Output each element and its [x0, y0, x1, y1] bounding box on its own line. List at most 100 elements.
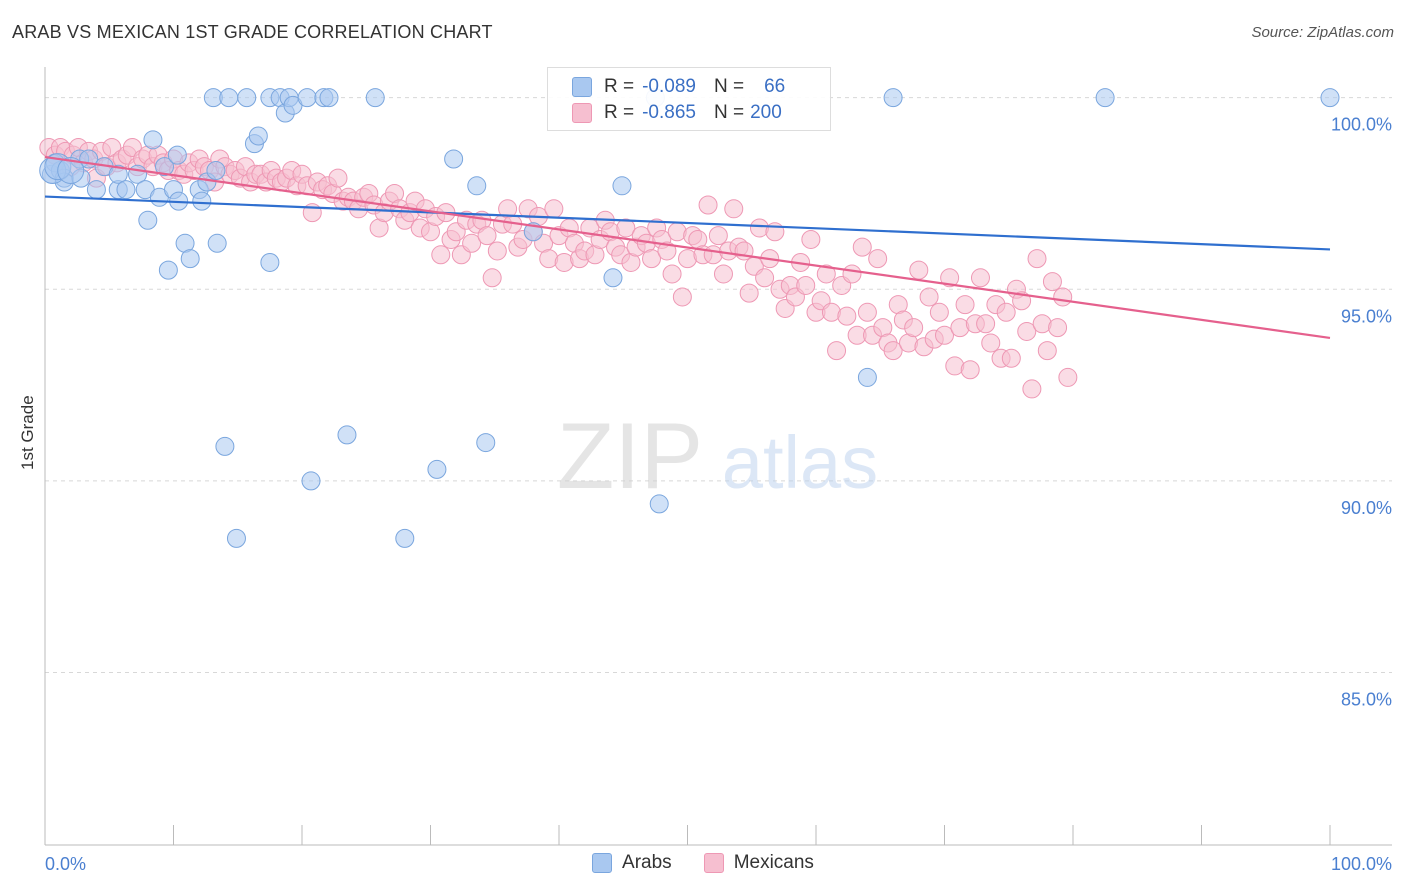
point-arabs: [319, 88, 339, 108]
point-mexicans: [1042, 272, 1062, 292]
trend-line-arabs: [44, 195, 1331, 251]
point-mexicans: [1027, 249, 1047, 269]
point-arabs: [143, 130, 163, 150]
point-arabs: [301, 471, 321, 491]
point-mexicans: [487, 241, 507, 261]
point-arabs: [86, 180, 106, 200]
point-arabs: [180, 249, 200, 269]
point-mexicans: [1053, 287, 1073, 307]
trend-line-mexicans: [44, 155, 1331, 340]
point-arabs: [297, 88, 317, 108]
point-mexicans: [462, 233, 482, 253]
point-mexicans: [1022, 379, 1042, 399]
point-mexicans: [616, 218, 636, 238]
point-mexicans: [662, 264, 682, 284]
legend-n-value: 200: [750, 102, 782, 123]
point-mexicans: [837, 306, 857, 326]
x-tick-label: 0.0%: [45, 854, 86, 874]
point-arabs: [226, 528, 246, 548]
legend-row-arabs: R = -0.089 N = 66: [572, 75, 785, 99]
point-mexicans: [1058, 367, 1078, 387]
point-mexicans: [657, 241, 677, 261]
point-mexicans: [883, 341, 903, 361]
legend-n-value: 66: [764, 76, 786, 97]
legend-r-value: -0.865: [642, 102, 696, 123]
y-tick-label: 95.0%: [1341, 306, 1392, 326]
point-mexicans: [739, 283, 759, 303]
point-arabs: [467, 176, 487, 196]
point-mexicans: [328, 168, 348, 188]
point-arabs: [57, 156, 85, 184]
point-arabs: [207, 233, 227, 253]
point-mexicans: [431, 245, 451, 265]
point-mexicans: [672, 287, 692, 307]
legend-swatch-arabs: [572, 77, 592, 97]
watermark-atlas: atlas: [722, 421, 878, 504]
legend-swatch-arabs: [592, 853, 613, 873]
point-arabs: [167, 145, 187, 165]
point-arabs: [158, 260, 178, 280]
y-tick-label: 90.0%: [1341, 498, 1392, 518]
point-mexicans: [1037, 341, 1057, 361]
point-mexicans: [544, 199, 564, 219]
point-mexicans: [904, 318, 924, 338]
legend-row-mexicans: R = -0.865 N = 200: [572, 101, 782, 125]
point-mexicans: [852, 237, 872, 257]
y-tick-label: 85.0%: [1341, 690, 1392, 710]
point-mexicans: [1017, 321, 1037, 341]
point-arabs: [215, 436, 235, 456]
point-arabs: [1320, 88, 1340, 108]
point-arabs: [260, 252, 280, 272]
point-mexicans: [857, 302, 877, 322]
point-mexicans: [477, 226, 497, 246]
point-arabs: [206, 160, 226, 180]
point-arabs: [116, 180, 136, 200]
point-mexicans: [996, 302, 1016, 322]
point-mexicans: [935, 325, 954, 345]
point-mexicans: [755, 268, 775, 288]
point-arabs: [237, 88, 257, 108]
point-arabs: [883, 88, 903, 108]
stats-legend: R = -0.089 N = 66 R = -0.865 N = 200: [547, 67, 831, 131]
legend-item-arabs[interactable]: Arabs: [592, 852, 672, 874]
legend-swatch-mexicans: [703, 853, 724, 873]
point-mexicans: [816, 264, 836, 284]
point-mexicans: [1048, 318, 1068, 338]
point-mexicans: [642, 249, 662, 269]
point-mexicans: [724, 199, 744, 219]
point-arabs: [649, 494, 669, 514]
series-legend: Arabs Mexicans: [0, 852, 1406, 874]
point-mexicans: [909, 260, 929, 280]
point-arabs: [248, 126, 268, 146]
point-mexicans: [970, 268, 990, 288]
point-arabs: [1095, 88, 1115, 108]
chart-title: ARAB VS MEXICAN 1ST GRADE CORRELATION CH…: [12, 22, 493, 42]
point-arabs: [603, 268, 623, 288]
point-mexicans: [1001, 348, 1021, 368]
point-mexicans: [868, 249, 888, 269]
point-mexicans: [796, 275, 816, 295]
legend-label-arabs: Arabs: [622, 852, 672, 873]
trend-lines: [44, 155, 1331, 340]
point-mexicans: [981, 333, 1001, 353]
watermark: ZIP atlas: [557, 403, 878, 508]
point-mexicans: [929, 302, 949, 322]
point-mexicans: [842, 264, 862, 284]
point-mexicans: [827, 341, 847, 361]
legend-n-label: N =: [713, 76, 745, 97]
legend-item-mexicans[interactable]: Mexicans: [703, 852, 814, 874]
point-mexicans: [960, 360, 980, 380]
point-arabs: [612, 176, 632, 196]
point-mexicans: [708, 226, 728, 246]
point-mexicans: [940, 268, 960, 288]
x-tick-label: 100.0%: [1331, 854, 1392, 874]
point-arabs: [427, 459, 447, 479]
legend-r-label: R =: [604, 76, 635, 97]
point-arabs: [395, 528, 415, 548]
source-note: Source: ZipAtlas.com: [1251, 24, 1394, 41]
point-mexicans: [801, 229, 821, 249]
point-arabs: [365, 88, 385, 108]
point-mexicans: [919, 287, 939, 307]
point-arabs: [444, 149, 464, 169]
